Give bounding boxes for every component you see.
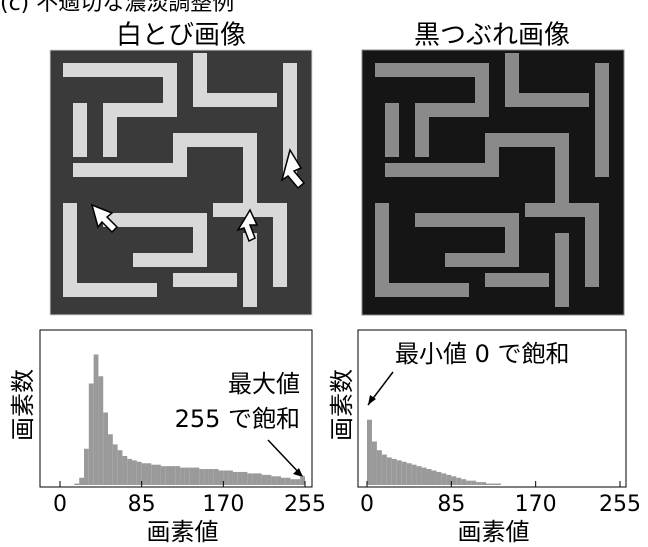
histogram-bar	[84, 449, 89, 485]
histogram-bar	[496, 484, 501, 485]
histogram-bar	[466, 481, 471, 485]
histogram-bar	[137, 462, 142, 485]
annotation: 最大値	[228, 370, 300, 398]
histogram-bar	[441, 473, 446, 485]
histogram-bar	[291, 479, 296, 485]
histogram-bar	[175, 466, 180, 485]
histogram-bar	[407, 463, 412, 485]
histogram-bar	[170, 466, 175, 485]
histogram-bar	[195, 468, 200, 485]
histogram-bar	[446, 475, 451, 485]
histogram-bar	[185, 468, 190, 485]
figure: (c) 不適切な濃淡調整例 白とび画像画素値 画素数 0 85 170 255 最大値 255…	[0, 0, 648, 547]
histogram-bar	[281, 478, 286, 485]
x-axis-label: 画素値	[147, 518, 219, 546]
histogram-bar	[166, 466, 171, 485]
histogram-bar	[262, 475, 267, 485]
histogram-bar	[271, 476, 276, 485]
x-tick-label: 0	[53, 492, 67, 517]
histogram-bar	[286, 478, 291, 485]
histogram-bar	[74, 484, 79, 485]
histogram-bar	[252, 473, 257, 485]
histogram-bar	[89, 384, 94, 486]
histogram-bar	[142, 463, 147, 485]
x-tick-label: 255	[284, 492, 326, 517]
histogram-bar	[113, 444, 118, 485]
histogram-bar	[471, 481, 476, 485]
histogram-bar	[431, 471, 436, 486]
histogram-bar	[412, 465, 417, 485]
histogram-bar	[199, 469, 204, 485]
histogram-bar	[372, 442, 377, 486]
arrowhead	[293, 468, 303, 477]
overexposed-image	[50, 50, 312, 315]
histogram-bar	[122, 456, 127, 485]
annotation: 255 で飽和	[175, 405, 300, 433]
x-tick-label: 0	[360, 492, 374, 517]
histogram-bar	[204, 469, 209, 485]
x-tick-label: 85	[128, 492, 156, 517]
histogram-bar	[387, 457, 392, 485]
panel-title: 白とび画像	[116, 21, 246, 51]
histogram-bar	[161, 466, 166, 485]
histogram-bar	[491, 484, 496, 485]
histogram-bar	[79, 478, 84, 485]
histogram-bar	[132, 460, 137, 485]
histogram-bar	[367, 420, 372, 485]
histogram-bar	[427, 469, 432, 485]
histogram-bar	[214, 469, 219, 485]
x-tick-label: 85	[437, 492, 465, 517]
histogram-bar	[456, 478, 461, 485]
histogram-bar	[436, 472, 441, 485]
panel-title: 黒つぶれ画像	[414, 21, 570, 51]
histogram-bar	[382, 455, 387, 485]
histogram-bar	[247, 473, 252, 485]
histogram-bar	[377, 450, 382, 485]
histogram-bar	[190, 468, 195, 485]
histogram-bar	[146, 463, 151, 485]
histogram-bar	[451, 476, 456, 485]
histogram-bar	[486, 484, 491, 485]
histogram-bar	[417, 466, 422, 485]
histogram-bar	[233, 472, 238, 485]
histogram-bar	[223, 471, 228, 486]
underexposed-image	[362, 50, 624, 315]
histogram-bar	[476, 482, 481, 485]
histogram-bar	[94, 355, 99, 486]
histogram-bar	[108, 434, 113, 485]
histogram-bar	[219, 471, 224, 486]
histogram-bar	[127, 459, 132, 485]
histogram-bar	[257, 473, 262, 485]
histogram-bar	[228, 471, 233, 486]
histogram-bar	[209, 469, 214, 485]
histogram-bar	[118, 450, 123, 485]
x-tick-label: 255	[599, 492, 641, 517]
histogram-bar	[98, 376, 103, 485]
histogram-bar	[267, 475, 272, 485]
x-tick-label: 170	[515, 492, 557, 517]
y-axis-label: 画素数	[9, 369, 37, 441]
histogram-bar	[243, 472, 248, 485]
histogram-bar	[276, 476, 281, 485]
histogram-bar	[402, 462, 407, 485]
histogram-bar	[156, 465, 161, 485]
histogram-bar	[481, 482, 486, 485]
histogram-bar	[300, 476, 305, 485]
histogram-bar	[295, 479, 300, 485]
x-axis-label: 画素値	[458, 518, 530, 546]
x-tick-label: 170	[202, 492, 244, 517]
histogram-bar	[238, 472, 243, 485]
caption: (c) 不適切な濃淡調整例	[0, 0, 234, 16]
histogram-bar	[103, 413, 108, 486]
annotation: 最小値 0 で飽和	[395, 340, 570, 368]
histogram-bar	[180, 468, 185, 485]
histogram-bar	[422, 468, 427, 485]
y-axis-label: 画素数	[328, 369, 356, 441]
histogram-bar	[397, 460, 402, 485]
histogram-bar	[151, 465, 156, 485]
histogram-bar	[461, 479, 466, 485]
histogram-bar	[392, 459, 397, 485]
